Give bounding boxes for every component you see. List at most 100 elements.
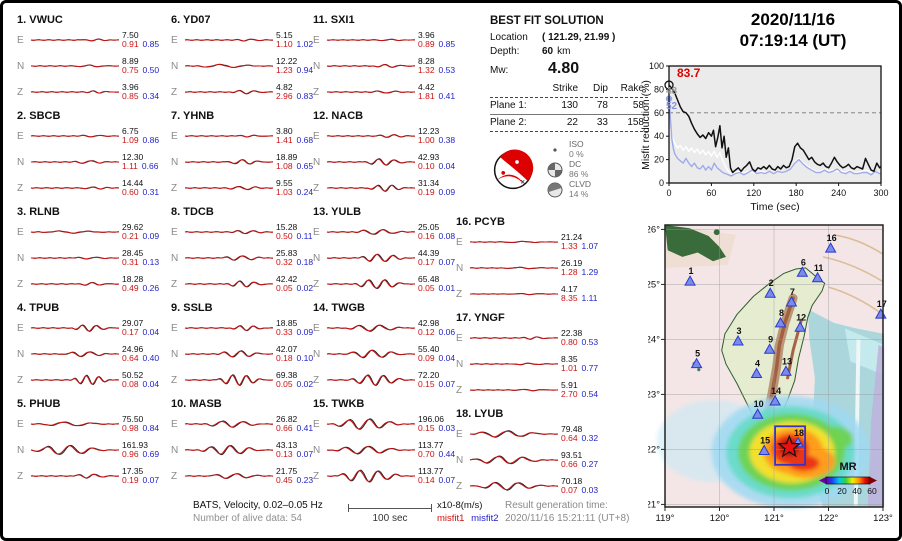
station-number: 7 — [790, 287, 795, 297]
epicenter-star — [777, 434, 802, 458]
component-label: E — [313, 322, 320, 334]
amplitude-value: 4.17 — [561, 283, 578, 294]
waveform-row: Z 4.42 1.81 0.41 — [313, 79, 467, 105]
station-label: 4. TPUB — [17, 302, 60, 314]
waveform-trace — [184, 38, 273, 42]
table-row: Plane 2: 22 33 158 — [490, 115, 648, 132]
waveform-trace — [184, 159, 273, 165]
waveform-trace — [31, 256, 120, 260]
waveform-row: Z 50.52 0.08 0.04 — [17, 367, 171, 393]
station-number: 4 — [755, 359, 760, 369]
station-number: 11 — [814, 263, 824, 273]
amplitude-value: 12.23 — [418, 125, 440, 136]
station-block: 4. TPUB E 29.07 0.17 0.04 N 24.96 0.64 0.40 Z 50.5… — [17, 301, 171, 393]
station-label: 5. PHUB — [17, 398, 61, 410]
misfit2-value: 0.02 — [296, 379, 314, 389]
misfit2-value: 0.77 — [581, 363, 599, 373]
component-label: N — [17, 348, 25, 360]
station-triangle — [769, 394, 781, 406]
location-value: ( 121.29, 21.99 ) — [542, 32, 616, 43]
misfit1-value: 1.32 — [418, 65, 435, 75]
amplitude-value: 18.85 — [276, 317, 298, 328]
component-label: Z — [17, 470, 24, 482]
waveform-row: E 15.28 0.50 0.11 — [171, 219, 325, 245]
chart-annotation: 48 — [666, 86, 678, 97]
station-block: 7. YHNB E 3.80 1.41 0.68 N 18.89 1.08 0.65 Z 9.55 1… — [171, 109, 325, 201]
misfit1-value: 0.17 — [418, 257, 435, 267]
waveform-column-3: 11. SXI1 E 3.96 0.89 0.85 N 8.28 1.32 0.53 Z 4.42 1… — [313, 13, 467, 493]
misfit-reduction-chart: 0 20 40 60 80 100 0 60 120 180 240 300 Time (sec) Mis… — [641, 61, 889, 213]
result-time-value: 2020/11/16 15:21:11 (UT+8) — [505, 513, 630, 524]
misfit1-value: 0.07 — [561, 485, 578, 495]
station-label: 7. YHNB — [171, 110, 215, 122]
alive-data-count: Number of alive data: 54 — [193, 513, 302, 524]
misfit2-value: 0.24 — [296, 187, 314, 197]
waveform-row: Z 72.20 0.15 0.07 — [313, 367, 467, 393]
waveform-trace — [184, 186, 274, 191]
misfit1-value: 0.19 — [418, 187, 435, 197]
misfit2-legend: misfit2 — [471, 513, 499, 524]
station-triangle — [684, 275, 696, 286]
y-tick-label: 100 — [649, 61, 664, 71]
amplitude-value: 8.35 — [561, 353, 578, 364]
component-label: N — [313, 60, 321, 72]
map-lat-label: 21° — [648, 499, 660, 510]
misfit1-value: 0.17 — [122, 327, 139, 337]
station-label: 1. VWUC — [17, 14, 63, 26]
y-tick-label: 80 — [654, 84, 664, 94]
component-label: N — [313, 444, 321, 456]
event-datetime: 2020/11/16 07:19:14 (UT) — [693, 9, 893, 51]
waveform-row: N 24.96 0.64 0.40 — [17, 341, 171, 367]
station-label: 6. YD07 — [171, 14, 211, 26]
component-label: N — [171, 444, 179, 456]
station-label: 16. PCYB — [456, 216, 505, 228]
component-label: E — [456, 236, 463, 248]
y-tick-label: 20 — [654, 155, 664, 165]
colorbar-title: MR — [839, 461, 856, 473]
misfit1-value: 1.41 — [276, 135, 293, 145]
waveform-trace — [327, 279, 416, 290]
component-label: Z — [171, 278, 178, 290]
waveform-trace — [326, 38, 415, 42]
component-label: Z — [456, 384, 463, 396]
station-triangle — [690, 357, 703, 369]
station-block: 9. SSLB E 18.85 0.33 0.09 N 42.07 0.18 0.10 Z 69.3… — [171, 301, 325, 393]
amplitude-value: 50.52 — [122, 369, 144, 380]
amplitude-value: 79.48 — [561, 423, 583, 434]
misfit2-value: 0.86 — [142, 135, 160, 145]
waveform-trace — [184, 374, 274, 387]
component-label: Z — [313, 278, 320, 290]
plane2-strike: 22 — [566, 117, 578, 128]
component-label: E — [171, 418, 178, 430]
waveform-row: N 42.07 0.18 0.10 — [171, 341, 325, 367]
station-label: 17. YNGF — [456, 312, 505, 324]
waveform-column-4: 16. PCYB E 21.24 1.33 1.07 N 26.19 1.28 1.29 Z 4.1… — [456, 215, 610, 503]
waveform-trace — [184, 255, 274, 261]
waveform-trace — [184, 280, 274, 288]
misfit1-value: 0.32 — [276, 257, 293, 267]
station-block: 16. PCYB E 21.24 1.33 1.07 N 26.19 1.28 1.29 Z 4.1… — [456, 215, 610, 307]
station-label: 10. MASB — [171, 398, 222, 410]
misfit1-value: 1.23 — [276, 65, 293, 75]
amplitude-value: 70.18 — [561, 475, 583, 486]
misfit2-value: 0.01 — [438, 283, 456, 293]
misfit2-value: 0.84 — [142, 423, 160, 433]
station-triangle — [794, 321, 807, 332]
misfit1-value: 0.33 — [276, 327, 293, 337]
depth-unit: km — [557, 46, 571, 57]
station-number: 1 — [689, 266, 694, 276]
misfit1-value: 0.16 — [418, 231, 435, 241]
waveform-row: E 25.05 0.16 0.08 — [313, 219, 467, 245]
waveform-row: E 42.98 0.12 0.06 — [313, 315, 467, 341]
misfit1-value: 0.96 — [122, 449, 139, 459]
station-label: 13. YULB — [313, 206, 362, 218]
waveform-trace — [326, 90, 416, 94]
amplitude-value: 25.05 — [418, 221, 440, 232]
station-block: 1. VWUC E 7.50 0.91 0.85 N 8.89 0.75 0.50 Z 3.96 0.… — [17, 13, 171, 105]
misfit1-value: 0.70 — [418, 449, 435, 459]
waveform-row: N 12.30 1.11 0.66 — [17, 149, 171, 175]
misfit2-value: 0.40 — [142, 353, 160, 363]
component-label: E — [313, 34, 320, 46]
amplitude-value: 42.98 — [418, 317, 440, 328]
station-label: 9. SSLB — [171, 302, 213, 314]
